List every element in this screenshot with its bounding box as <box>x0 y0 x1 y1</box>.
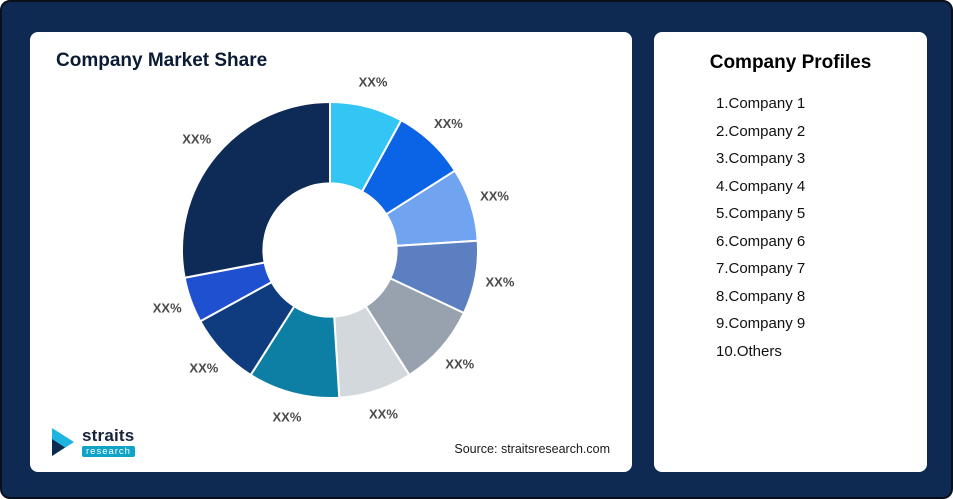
segment-label: XX% <box>445 356 474 371</box>
profile-item: 6.Company 6 <box>716 232 806 250</box>
segment-label: XX% <box>273 410 302 425</box>
logo-name: straits <box>82 425 135 445</box>
profiles-title: Company Profiles <box>709 52 872 73</box>
profile-item: 5.Company 5 <box>716 205 806 222</box>
company-profiles-card: Company Profiles 1.Company 1 2.Company 2… <box>654 32 927 472</box>
donut-segment-others <box>181 101 331 279</box>
profile-item: 7.Company 7 <box>716 260 806 277</box>
profile-item: 1.Company 1 <box>716 95 806 112</box>
segment-label: XX% <box>359 74 388 89</box>
chart-title: Company Market Share <box>56 50 268 71</box>
profile-item: 3.Company 3 <box>716 150 806 167</box>
source-attribution: Source: straitsresearch.com <box>454 442 610 456</box>
logo-icon <box>52 428 74 456</box>
donut-chart: XX% XX% XX% XX% XX% XX% XX% XX% XX% XX% <box>153 74 515 425</box>
profile-item: 2.Company 2 <box>716 122 806 140</box>
profile-item: 9.Company 9 <box>716 315 806 332</box>
segment-label: XX% <box>480 189 509 204</box>
market-share-card: Company Market Share XX% XX% XX% XX% XX% XX% X… <box>30 32 632 472</box>
segment-label: XX% <box>189 360 218 375</box>
logo-text: straits research <box>82 427 135 458</box>
profile-item: 8.Company 8 <box>716 287 806 305</box>
logo-subtitle: research <box>82 445 135 458</box>
segment-label: XX% <box>485 274 514 289</box>
straits-research-logo: straits research <box>50 426 135 458</box>
segment-label: XX% <box>369 407 398 422</box>
segment-label: XX% <box>434 116 463 131</box>
segment-label: XX% <box>153 301 182 316</box>
profiles-list: 1.Company 1 2.Company 2 3.Company 3 4.Co… <box>716 90 927 365</box>
profile-item: 10.Others <box>716 342 782 360</box>
profile-item: 4.Company 4 <box>716 177 806 195</box>
segment-label: XX% <box>182 132 211 147</box>
